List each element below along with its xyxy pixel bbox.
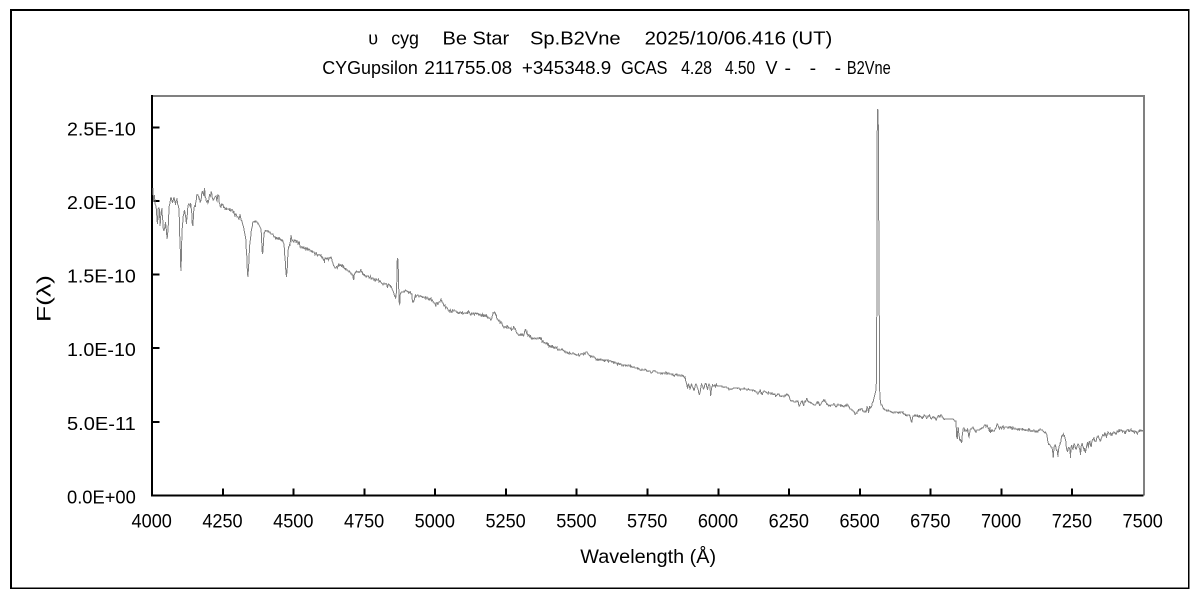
svg-text:1.5E-10: 1.5E-10 — [67, 266, 136, 287]
svg-text:Sp.B2Vne: Sp.B2Vne — [530, 29, 621, 49]
svg-text:6000: 6000 — [698, 512, 738, 533]
svg-text:6500: 6500 — [839, 512, 879, 533]
svg-text:4250: 4250 — [202, 512, 242, 533]
svg-text:υ: υ — [368, 29, 378, 49]
svg-text:4500: 4500 — [273, 512, 313, 533]
svg-text:7500: 7500 — [1123, 512, 1163, 533]
svg-text:6750: 6750 — [910, 512, 950, 533]
svg-text:7000: 7000 — [981, 512, 1021, 533]
svg-text:5.0E-11: 5.0E-11 — [67, 413, 136, 434]
svg-text:2.0E-10: 2.0E-10 — [67, 192, 136, 213]
svg-text:4000: 4000 — [132, 512, 172, 533]
svg-text:4750: 4750 — [344, 512, 384, 533]
svg-text:-: - — [835, 58, 842, 78]
svg-text:Be Star: Be Star — [443, 29, 510, 49]
svg-text:B2Vne: B2Vne — [847, 58, 891, 78]
svg-text:2025/10/06.416 (UT): 2025/10/06.416 (UT) — [645, 29, 833, 49]
svg-text:V: V — [766, 58, 778, 78]
svg-text:CYGupsilon: CYGupsilon — [322, 58, 418, 78]
svg-text:F(λ): F(λ) — [35, 275, 56, 322]
svg-text:cyg: cyg — [391, 29, 419, 49]
svg-text:+345348.9: +345348.9 — [522, 58, 611, 78]
svg-text:7250: 7250 — [1052, 512, 1092, 533]
svg-text:-: - — [785, 58, 792, 78]
svg-text:5500: 5500 — [556, 512, 596, 533]
svg-text:2.5E-10: 2.5E-10 — [67, 118, 136, 139]
svg-text:0.0E+00: 0.0E+00 — [67, 486, 136, 507]
svg-text:6250: 6250 — [769, 512, 809, 533]
svg-text:Wavelength (Å): Wavelength (Å) — [580, 547, 716, 568]
svg-text:-: - — [810, 58, 817, 78]
svg-text:5250: 5250 — [485, 512, 525, 533]
svg-text:211755.08: 211755.08 — [424, 58, 512, 78]
svg-text:4.50: 4.50 — [725, 58, 755, 78]
svg-text:GCAS: GCAS — [621, 58, 668, 78]
svg-text:4.28: 4.28 — [681, 58, 712, 78]
svg-text:1.0E-10: 1.0E-10 — [67, 339, 136, 360]
svg-text:5750: 5750 — [627, 512, 667, 533]
svg-text:5000: 5000 — [415, 512, 455, 533]
